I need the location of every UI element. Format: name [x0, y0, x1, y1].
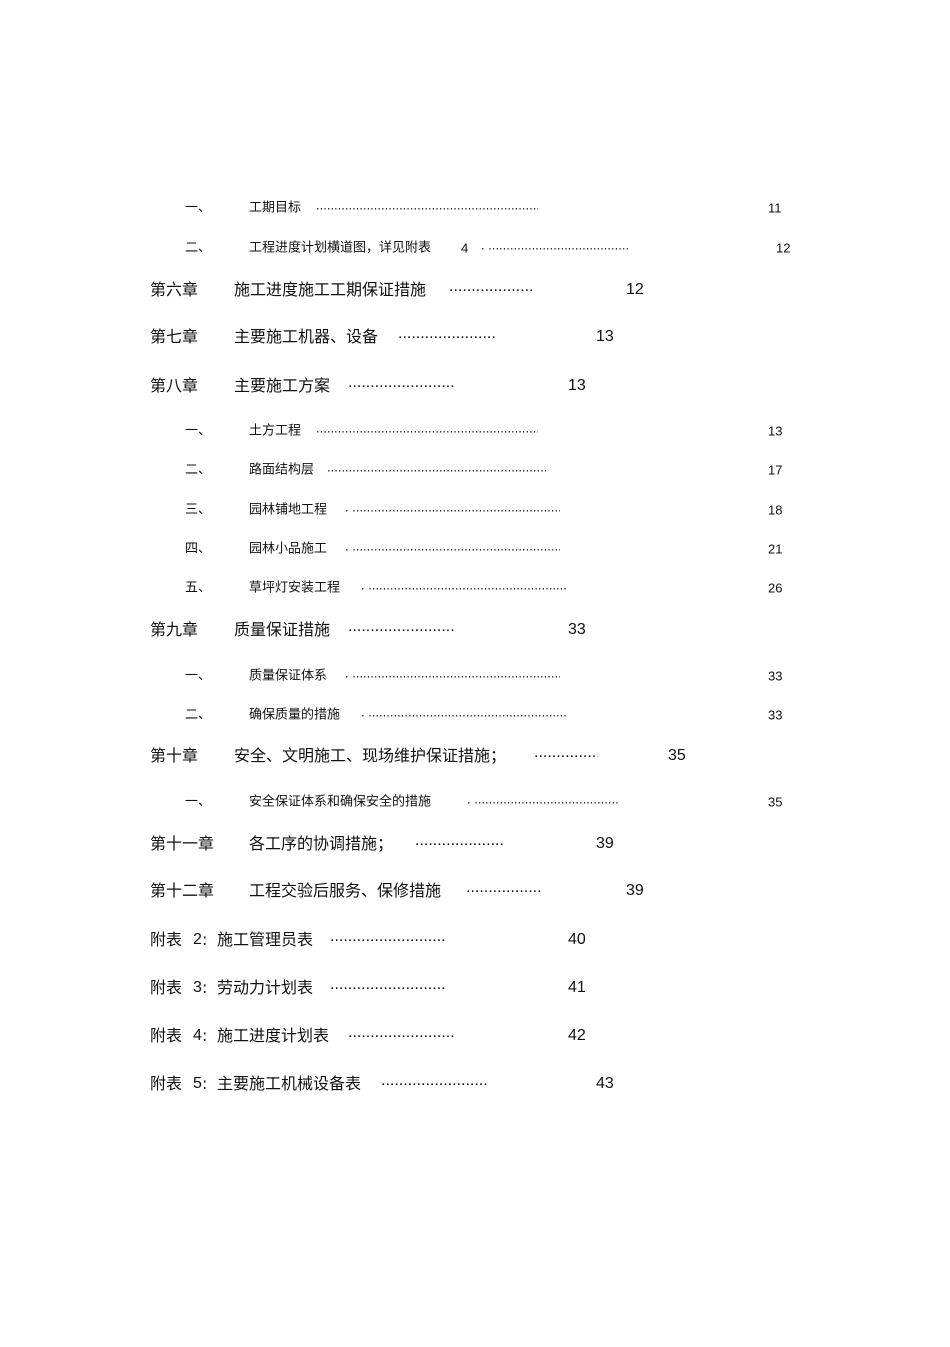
- toc-entry-page-number: 13: [768, 423, 783, 439]
- toc-entry-title: 确保质量的措施: [249, 707, 341, 723]
- toc-entry-title: 质量保证体系: [249, 668, 328, 684]
- toc-entry-prefix: 一、: [185, 794, 212, 810]
- toc-leader-dots: . ......................................…: [345, 500, 560, 514]
- toc-entry-prefix: 第六章: [150, 280, 199, 299]
- toc-entry-page-number: 43: [596, 1075, 614, 1092]
- toc-entry-page-number: 39: [626, 882, 644, 899]
- toc-leader-dots: ........................................…: [316, 198, 538, 212]
- toc-leader-dots: ........................................…: [348, 375, 455, 391]
- toc-entry-colon: :: [202, 930, 208, 949]
- toc-entry-page-number: 41: [568, 979, 586, 996]
- toc-entry-title: 工程进度计划横道图，详见附表: [249, 240, 432, 256]
- toc-entry-page-number: 13: [568, 377, 586, 394]
- toc-entry-page-number: 26: [768, 580, 783, 596]
- toc-entry-page-number: 42: [568, 1027, 586, 1044]
- toc-entry-title: 工程交验后服务、保修措施: [249, 881, 442, 900]
- toc-entry-page-number: 12: [626, 281, 644, 298]
- toc-entry-prefix: 一、: [185, 423, 212, 439]
- toc-entry-title: 劳动力计划表: [217, 978, 314, 997]
- toc-entry-page-number: 13: [596, 328, 614, 345]
- toc-entry-page-number: 12: [776, 240, 791, 256]
- toc-entry-page-number: 40: [568, 931, 586, 948]
- toc-leader-dots: ........................................…: [327, 460, 546, 474]
- toc-entry-colon: :: [202, 978, 208, 997]
- toc-entry-prefix: 第十二章: [150, 881, 215, 900]
- toc-leader-dots: ........................................…: [316, 421, 538, 435]
- toc-entry-title: 质量保证措施: [234, 620, 331, 639]
- toc-leader-dots: . ......................................…: [361, 705, 568, 719]
- toc-leader-dots: . ......................................…: [345, 666, 560, 680]
- toc-entry-prefix: 附表: [150, 930, 183, 949]
- toc-entry-page-number: 35: [768, 794, 783, 810]
- toc-leader-dots: ........................................…: [381, 1073, 488, 1089]
- toc-entry-page-number: 39: [596, 835, 614, 852]
- toc-entry-page-number: 35: [668, 747, 686, 764]
- toc-entry-title: 主要施工机器、设备: [234, 327, 379, 346]
- toc-entry-title: 草坪灯安装工程: [249, 580, 341, 596]
- toc-entry-prefix: 一、: [185, 200, 212, 216]
- toc-entry-prefix: 附表: [150, 978, 183, 997]
- toc-entry-page-number: 33: [568, 621, 586, 638]
- toc-entry-appendix-number: 3: [193, 979, 202, 996]
- toc-entry-prefix: 四、: [185, 541, 212, 557]
- toc-entry-prefix: 二、: [185, 462, 212, 478]
- toc-leader-dots: ........................................…: [348, 1025, 455, 1041]
- toc-entry-prefix: 第十一章: [150, 834, 215, 853]
- toc-leader-dots: ........................................…: [330, 929, 446, 945]
- toc-leader-dots: . ......................................…: [481, 238, 628, 252]
- toc-entry-appendix-number: 4: [193, 1027, 202, 1044]
- toc-entry-title: 主要施工方案: [234, 376, 331, 395]
- toc-entry-title: 施工进度施工工期保证措施: [234, 280, 427, 299]
- toc-leader-dots: ........................................…: [466, 880, 543, 896]
- toc-entry-appendix-number: 5: [193, 1075, 202, 1092]
- toc-entry-prefix: 三、: [185, 502, 212, 518]
- toc-entry-prefix: 二、: [185, 707, 212, 723]
- toc-entry-title: 施工管理员表: [217, 930, 314, 949]
- toc-leader-dots: ........................................…: [348, 619, 455, 635]
- toc-entry-prefix: 第九章: [150, 620, 199, 639]
- toc-entry-appendix-number: 2: [193, 931, 202, 948]
- toc-entry-prefix: 第七章: [150, 327, 199, 346]
- toc-entry-title: 主要施工机械设备表: [217, 1074, 362, 1093]
- toc-entry-prefix: 五、: [185, 580, 212, 596]
- toc-entry-colon: :: [202, 1026, 208, 1045]
- toc-entry-page-number: 17: [768, 462, 783, 478]
- toc-entry-title-number: 4: [461, 240, 469, 256]
- toc-entry-page-number: 33: [768, 707, 783, 723]
- toc-entry-page-number: 33: [768, 668, 783, 684]
- toc-entry-prefix: 第十章: [150, 746, 199, 765]
- toc-entry-colon: :: [202, 1074, 208, 1093]
- toc-entry-prefix: 一、: [185, 668, 212, 684]
- toc-leader-dots: . ......................................…: [467, 792, 620, 806]
- toc-entry-title: 园林铺地工程: [249, 502, 328, 518]
- toc-entry-title: 园林小品施工: [249, 541, 328, 557]
- toc-entry-title: 安全保证体系和确保安全的措施: [249, 794, 432, 810]
- toc-entry-title: 土方工程: [249, 423, 302, 439]
- toc-entry-title: 各工序的协调措施；: [249, 834, 394, 853]
- toc-entry-prefix: 二、: [185, 240, 212, 256]
- toc-leader-dots: ........................................…: [398, 326, 496, 342]
- toc-entry-prefix: 第八章: [150, 376, 199, 395]
- toc-leader-dots: ........................................…: [415, 833, 505, 849]
- toc-entry-title: 安全、文明施工、现场维护保证措施；: [234, 746, 507, 765]
- toc-entry-prefix: 附表: [150, 1074, 183, 1093]
- toc-leader-dots: ........................................…: [330, 977, 446, 993]
- toc-entry-title: 路面结构层: [249, 462, 315, 478]
- toc-leader-dots: . ......................................…: [361, 578, 568, 592]
- toc-entry-page-number: 11: [768, 200, 782, 216]
- toc-entry-page-number: 21: [768, 541, 783, 557]
- toc-entry-page-number: 18: [768, 502, 783, 518]
- toc-leader-dots: . ......................................…: [345, 539, 560, 553]
- toc-leader-dots: ........................................…: [534, 745, 598, 761]
- toc-leader-dots: ........................................…: [449, 279, 534, 295]
- toc-entry-prefix: 附表: [150, 1026, 183, 1045]
- toc-entry-title: 施工进度计划表: [217, 1026, 330, 1045]
- toc-entry-title: 工期目标: [249, 200, 302, 216]
